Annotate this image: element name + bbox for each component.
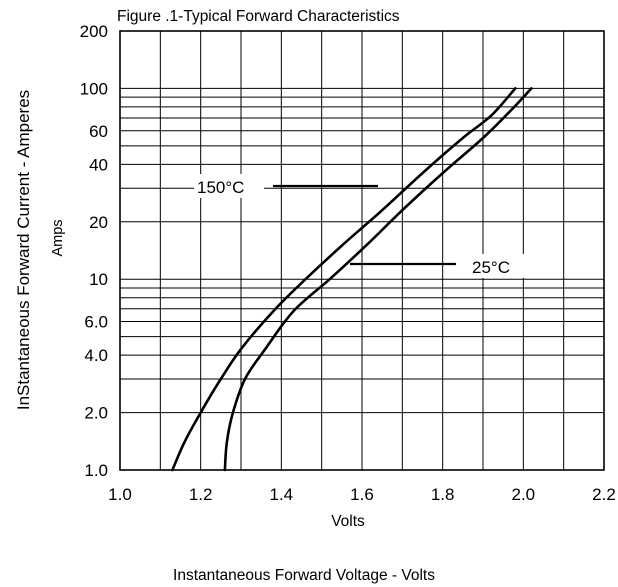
x-tick-labels: 1.0 1.2 1.4 1.6 1.8 2.0 2.2 [108,485,616,504]
series-line-150c [171,87,517,472]
y-tick-labels: 1.0 2.0 4.0 6.0 10 20 40 60 100 200 [80,22,108,480]
plot-frame [119,30,605,471]
y-tick-label: 1.0 [84,461,108,480]
series-line-25c [223,87,533,472]
label-150c: 150°C [197,178,244,197]
label-25c: 25°C [472,258,510,277]
x-axis-description: Instantaneous Forward Voltage - Volts [173,567,435,584]
y-tick-label: 6.0 [84,313,108,332]
y-tick-label: 60 [89,122,108,141]
x-tick-label: 1.4 [270,485,294,504]
y-axis-unit: Amps [50,219,66,256]
grid-lines [120,31,604,470]
label-25c-background [468,254,534,278]
x-axis-label: Volts [331,513,365,530]
y-tick-label: 40 [89,155,108,174]
y-tick-label: 4.0 [84,346,108,365]
x-tick-label: 1.0 [108,485,132,504]
y-tick-label: 200 [80,22,108,41]
x-tick-label: 1.6 [350,485,374,504]
chart-title: Figure .1-Typical Forward Characteristic… [117,8,400,25]
x-tick-label: 2.0 [512,485,536,504]
x-tick-label: 1.8 [431,485,455,504]
y-tick-label: 20 [89,213,108,232]
y-tick-label: 100 [80,79,108,98]
x-tick-label: 1.2 [189,485,213,504]
y-axis-label: InStantaneous Forward Current - Amperes [14,90,33,410]
x-tick-label: 2.2 [592,485,616,504]
y-tick-label: 2.0 [84,404,108,423]
series-layer [171,87,533,472]
y-tick-label: 10 [89,270,108,289]
label-150c-background [194,174,264,198]
